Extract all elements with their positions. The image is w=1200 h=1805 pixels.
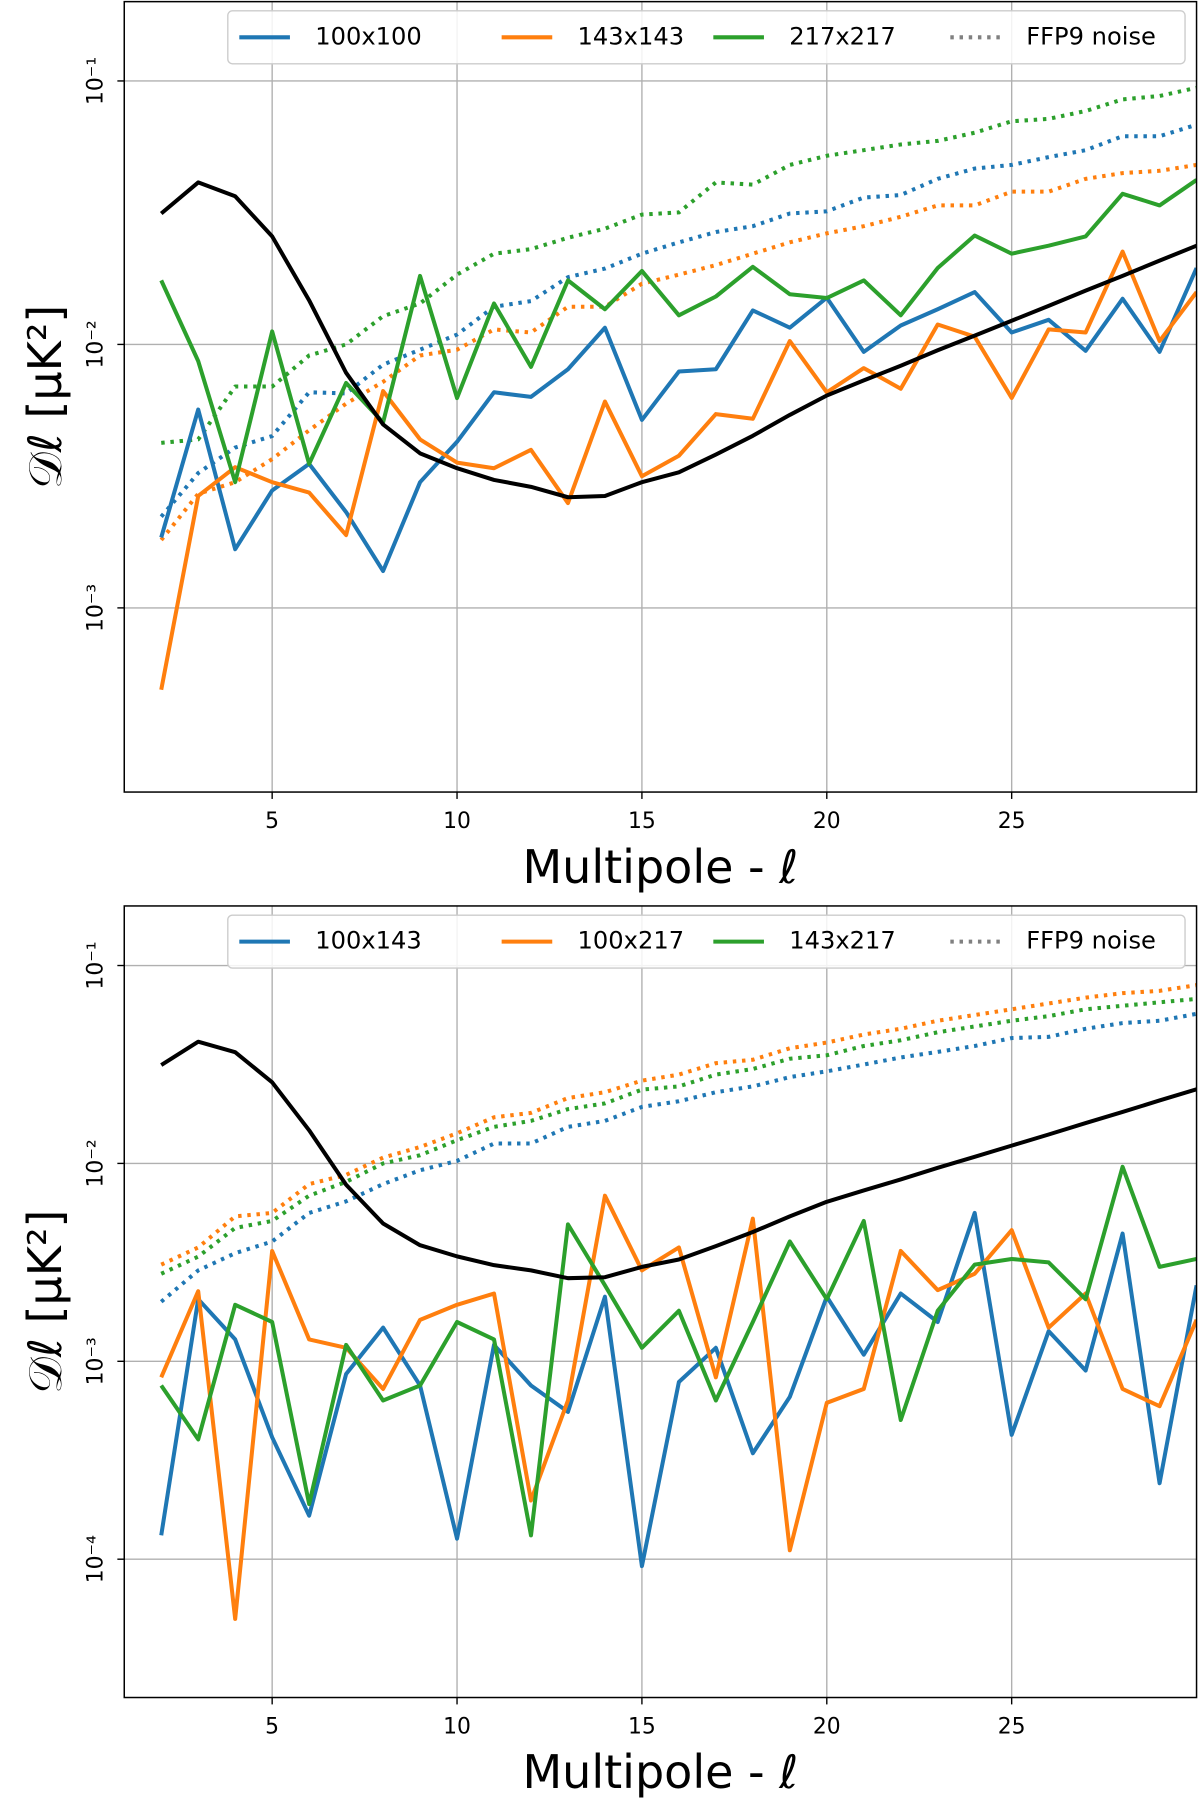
y-tick-label: 10⁻²: [84, 1139, 109, 1187]
y-tick-label: 10⁻²: [84, 320, 109, 368]
x-tick-label: 15: [628, 1714, 656, 1739]
noise-line: [160, 996, 1197, 1276]
noise-line: [159, 1011, 1197, 1304]
data-line: [159, 249, 1197, 691]
x-tick-label: 10: [443, 809, 471, 834]
x-tick-label: 15: [628, 809, 656, 834]
data-line: [159, 1164, 1197, 1538]
y-tick-label: 10⁻⁴: [84, 1535, 109, 1583]
data-line: [159, 1210, 1197, 1569]
x-axis-label: Multipole - ℓ: [522, 1745, 798, 1799]
legend-label: 217x217: [789, 22, 896, 50]
legend-box: [227, 914, 1186, 969]
noise-line: [159, 122, 1197, 518]
x-axis-label: Multipole - ℓ: [522, 840, 798, 894]
y-axis-label: 𝒟ℓ [μK²]: [18, 1210, 72, 1394]
data-line: [159, 178, 1197, 485]
legend-box: [227, 10, 1186, 65]
y-tick-label: 10⁻¹: [84, 57, 109, 105]
x-tick-label: 5: [265, 809, 279, 834]
legend: 100x100 143x143 217x217 FFP9 noise: [227, 10, 1186, 65]
plot-frame: [123, 0, 1198, 793]
legend-label: FFP9 noise: [1026, 927, 1156, 955]
noise-line: [161, 85, 1197, 445]
legend: 100x143 100x217 143x217 FFP9 noise: [227, 914, 1186, 969]
y-tick-label: 10⁻³: [84, 584, 109, 632]
noise-line: [160, 983, 1197, 1267]
reference-line: [160, 1039, 1197, 1281]
x-tick-label: 5: [265, 1714, 279, 1739]
y-tick-label: 10⁻³: [84, 1337, 109, 1385]
data-line: [159, 1193, 1197, 1621]
x-tick-label: 20: [813, 1714, 841, 1739]
legend-label: 143x217: [789, 927, 896, 955]
y-tick-label: 10⁻¹: [84, 941, 109, 989]
legend-label: 100x217: [578, 927, 685, 955]
y-axis-label: 𝒟ℓ [μK²]: [18, 305, 72, 489]
x-tick-label: 20: [813, 809, 841, 834]
subplot: 5 10 15 20 25 10⁻³ 10⁻² 10⁻¹ Multipole - ℓ 𝒟ℓ [μK…: [18, 0, 1198, 894]
x-tick-label: 10: [443, 1714, 471, 1739]
legend-label: 100x143: [315, 927, 422, 955]
subplot: 5 10 15 20 25 10⁻⁴ 10⁻³ 10⁻² 10⁻¹ Multipole - ℓ 𝒟ℓ…: [18, 905, 1198, 1799]
x-tick-label: 25: [998, 1714, 1026, 1739]
noise-line: [159, 162, 1197, 542]
legend-label: 143x143: [578, 22, 685, 50]
legend-label: 100x100: [315, 22, 422, 50]
data-line: [159, 267, 1197, 574]
reference-line: [159, 180, 1197, 500]
x-tick-label: 25: [998, 809, 1026, 834]
plot-frame: [123, 905, 1198, 1699]
legend-label: FFP9 noise: [1026, 22, 1156, 50]
